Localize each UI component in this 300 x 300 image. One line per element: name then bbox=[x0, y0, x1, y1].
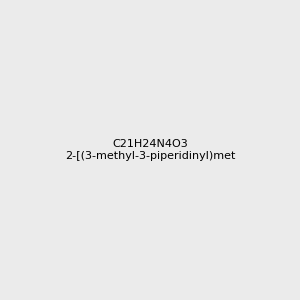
Text: C21H24N4O3
2-[(3-methyl-3-piperidinyl)met: C21H24N4O3 2-[(3-methyl-3-piperidinyl)me… bbox=[65, 139, 235, 161]
